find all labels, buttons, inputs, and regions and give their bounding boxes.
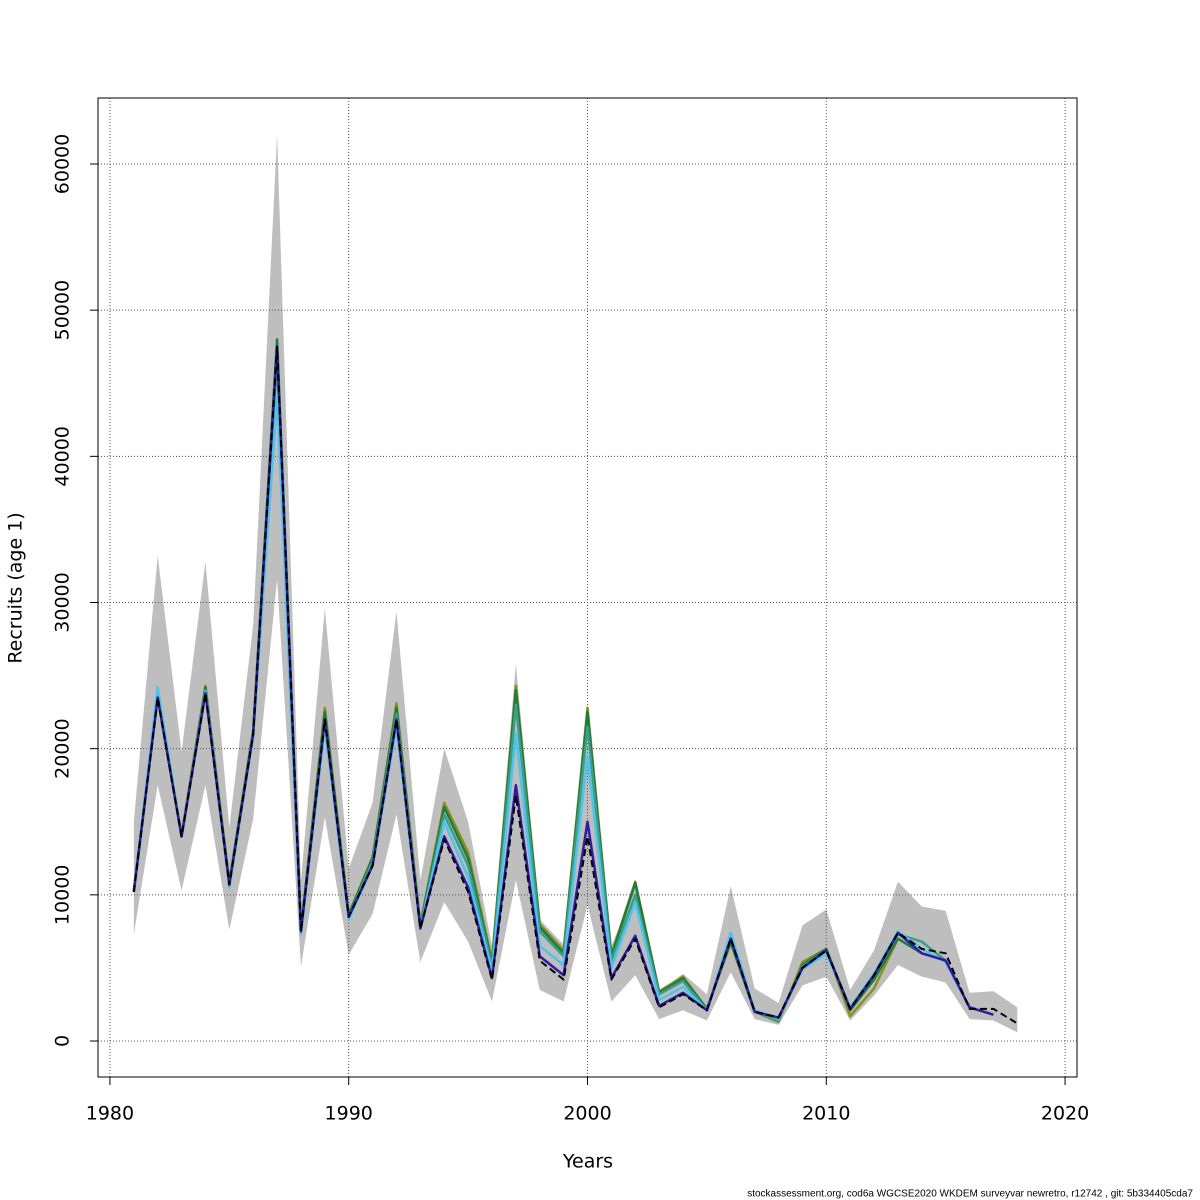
y-tick-label: 10000 xyxy=(52,865,74,925)
x-axis-title: Years xyxy=(562,1151,613,1173)
y-tick-label: 30000 xyxy=(52,572,74,632)
x-tick-label: 2020 xyxy=(1041,1103,1089,1125)
y-tick-label: 40000 xyxy=(52,426,74,486)
x-tick-label: 1980 xyxy=(86,1103,134,1125)
y-tick-label: 50000 xyxy=(52,280,74,340)
series-line xyxy=(132,345,1018,1025)
y-tick-label: 20000 xyxy=(52,718,74,778)
footnote: stockassessment.org, cod6a WGCSE2020 WKD… xyxy=(747,1189,1193,1200)
x-tick-label: 2000 xyxy=(563,1103,611,1125)
y-axis-title: Recruits (age 1) xyxy=(5,512,27,663)
x-tick-label: 2010 xyxy=(802,1103,850,1125)
x-tick-label: 1990 xyxy=(325,1103,373,1125)
y-tick-label: 60000 xyxy=(52,134,74,194)
y-tick-label: 0 xyxy=(52,1035,74,1047)
